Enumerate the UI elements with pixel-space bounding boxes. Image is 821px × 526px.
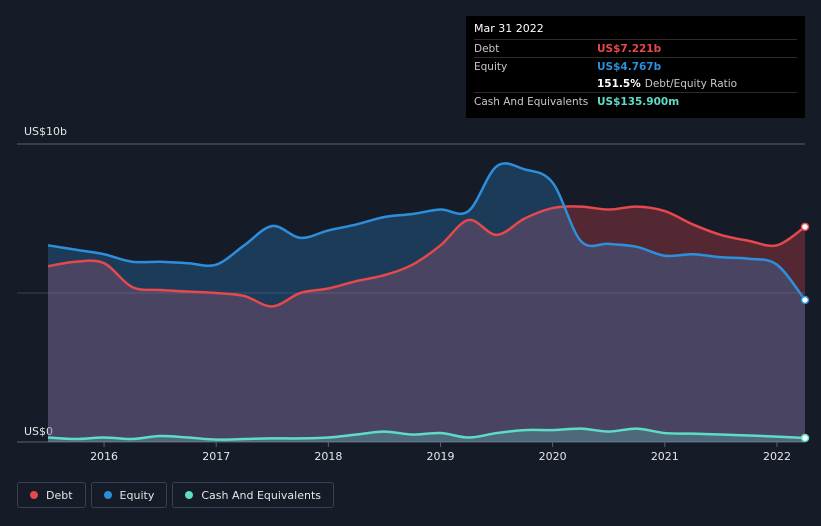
tooltip-equity-label: Equity bbox=[474, 60, 508, 73]
tooltip-row-cash: Cash And Equivalents US$135.900m bbox=[474, 92, 797, 110]
tooltip-debt-label: Debt bbox=[474, 42, 500, 55]
legend-dot-debt bbox=[30, 491, 38, 499]
tooltip-equity-value: US$4.767b bbox=[597, 60, 662, 73]
legend-item-cash[interactable]: Cash And Equivalents bbox=[172, 482, 334, 508]
legend-dot-cash bbox=[185, 491, 194, 499]
y-axis-top-label: US$10b bbox=[24, 125, 67, 138]
legend-item-equity[interactable]: Equity bbox=[90, 482, 168, 508]
tooltip-cash-label: Cash And Equivalents bbox=[474, 95, 589, 108]
tooltip-ratio-value: 151.5% bbox=[597, 77, 641, 90]
x-tick-label-2020: 2020 bbox=[539, 450, 567, 463]
x-tick-label-2018: 2018 bbox=[314, 450, 342, 463]
cash-line bbox=[47, 427, 806, 441]
legend-item-debt[interactable]: Debt bbox=[17, 482, 86, 508]
tooltip-debt-value: US$7.221b bbox=[597, 42, 662, 55]
tooltip-panel: Mar 31 2022 Debt US$7.221b Equity US$4.7… bbox=[466, 16, 805, 118]
tooltip-cash-value: US$135.900m bbox=[597, 95, 680, 108]
equity-endpoint[interactable] bbox=[800, 295, 810, 305]
legend-dot-equity bbox=[103, 491, 112, 499]
tooltip-ratio-text: Debt/Equity Ratio bbox=[644, 77, 738, 90]
legend-label-equity: Equity bbox=[119, 488, 155, 502]
x-tick-label-2016: 2016 bbox=[90, 450, 118, 463]
y-axis-bottom-label: US$0 bbox=[24, 425, 53, 438]
debt-line bbox=[47, 205, 806, 308]
equity-line bbox=[47, 162, 806, 301]
cash-endpoint[interactable] bbox=[800, 433, 810, 443]
legend-label-cash: Cash And Equivalents bbox=[201, 488, 321, 502]
x-tick-label-2021: 2021 bbox=[651, 450, 679, 463]
chart-legend: Debt Equity Cash And Equivalents bbox=[17, 482, 334, 508]
x-tick-label-2017: 2017 bbox=[202, 450, 230, 463]
tooltip-row-debt: Debt US$7.221b bbox=[474, 39, 797, 57]
tooltip-date: Mar 31 2022 bbox=[474, 22, 544, 35]
legend-label-debt: Debt bbox=[46, 488, 73, 502]
equity-area bbox=[48, 163, 805, 442]
tooltip-row-equity: Equity US$4.767b bbox=[474, 57, 797, 75]
debt-endpoint[interactable] bbox=[800, 222, 810, 232]
x-tick-label-2019: 2019 bbox=[427, 450, 455, 463]
x-tick-label-2022: 2022 bbox=[763, 450, 791, 463]
tooltip-row-ratio: 151.5% Debt/Equity Ratio bbox=[474, 75, 797, 92]
debt-area bbox=[48, 206, 805, 442]
